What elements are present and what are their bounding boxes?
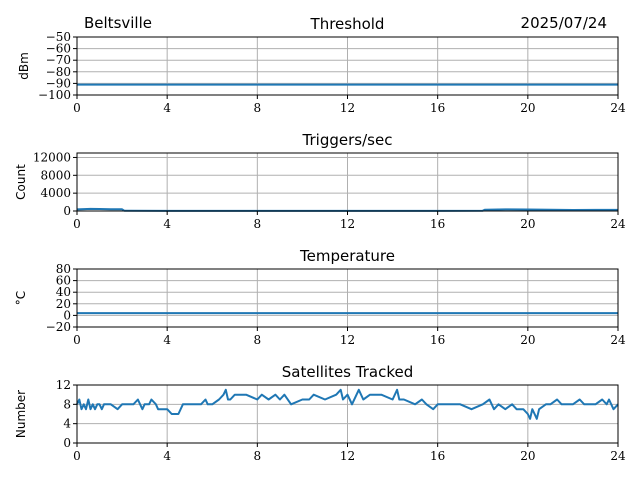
triggers-sec-panel: 0 4 8 12 16 20 24 0 4000 8000 12000 Triggers/sec Cou… [14, 131, 626, 231]
threshold-y-tick-label: −100 [38, 88, 71, 102]
temperature-x-tick-label: 4 [163, 333, 171, 347]
threshold-x-tick-label: 20 [520, 101, 535, 115]
temperature-x-tick-label: 20 [520, 333, 535, 347]
threshold-x-tick-label: 16 [430, 101, 445, 115]
triggers-sec-title: Triggers/sec [302, 131, 393, 149]
satellites-tracked-x-tick-label: 12 [340, 449, 355, 463]
triggers-sec-y-tick-label: 8000 [40, 168, 71, 182]
threshold-y-tick-label: −60 [46, 42, 71, 56]
threshold-y-tick-label: −90 [46, 76, 71, 90]
triggers-sec-x-tick-label: 8 [254, 217, 262, 231]
satellites-tracked-x-tick-label: 4 [163, 449, 171, 463]
threshold-y-tick-label: −80 [46, 65, 71, 79]
threshold-x-tick-label: 0 [73, 101, 81, 115]
triggers-sec-x-tick-label: 0 [73, 217, 81, 231]
triggers-sec-x-tick-label: 4 [163, 217, 171, 231]
satellites-tracked-x-tick-label: 0 [73, 449, 81, 463]
satellites-tracked-panel: 0 4 8 12 16 20 24 0 4 8 12 Satellites Tracked Number [14, 363, 626, 463]
temperature-x-tick-label: 0 [73, 333, 81, 347]
temperature-y-axis-label: °C [14, 291, 28, 305]
chart-panels: 0 4 8 12 16 20 24 −100−90−80−70−60−50 Threshold d… [14, 15, 626, 463]
satellites-tracked-y-tick-label: 0 [63, 436, 71, 450]
satellites-tracked-series-line [76, 388, 619, 420]
threshold-x-tick-label: 12 [340, 101, 355, 115]
threshold-x-tick-label: 24 [610, 101, 626, 115]
temperature-x-tick-label: 16 [430, 333, 445, 347]
satellites-tracked-title: Satellites Tracked [282, 363, 413, 381]
threshold-x-tick-label: 4 [163, 101, 171, 115]
temperature-y-tick-label: −20 [46, 320, 71, 334]
triggers-sec-x-tick-label: 24 [610, 217, 626, 231]
triggers-sec-y-tick-label: 4000 [40, 186, 71, 200]
triggers-sec-y-tick-label: 0 [63, 204, 71, 218]
triggers-sec-x-tick-label: 20 [520, 217, 535, 231]
triggers-sec-y-axis-label: Count [14, 164, 28, 200]
satellites-tracked-x-tick-label: 16 [430, 449, 445, 463]
station-name: Beltsville [84, 14, 152, 32]
triggers-sec-y-tick-label: 12000 [33, 150, 71, 164]
threshold-panel: 0 4 8 12 16 20 24 −100−90−80−70−60−50 Threshold d… [17, 15, 626, 115]
temperature-title: Temperature [299, 247, 395, 265]
threshold-title: Threshold [310, 15, 385, 33]
temperature-y-tick-label: 80 [56, 262, 71, 276]
triggers-sec-x-tick-label: 16 [430, 217, 445, 231]
satellites-tracked-y-tick-label: 8 [63, 397, 71, 411]
satellites-tracked-y-axis-label: Number [14, 390, 28, 438]
satellites-tracked-x-tick-label: 24 [610, 449, 626, 463]
satellites-tracked-y-tick-label: 4 [63, 417, 71, 431]
threshold-y-tick-label: −50 [46, 30, 71, 44]
temperature-x-tick-label: 24 [610, 333, 626, 347]
satellites-tracked-x-tick-label: 20 [520, 449, 535, 463]
threshold-x-tick-label: 8 [254, 101, 262, 115]
temperature-y-tick-label: 0 [63, 308, 71, 322]
threshold-y-tick-label: −70 [46, 53, 71, 67]
satellites-tracked-x-tick-label: 8 [254, 449, 262, 463]
triggers-sec-x-tick-label: 12 [340, 217, 355, 231]
temperature-y-tick-label: 40 [56, 285, 71, 299]
temperature-x-tick-label: 8 [254, 333, 262, 347]
temperature-y-tick-label: 20 [56, 297, 71, 311]
temperature-x-tick-label: 12 [340, 333, 355, 347]
satellites-tracked-y-tick-label: 12 [56, 378, 71, 392]
threshold-y-axis-label: dBm [17, 52, 31, 80]
temperature-y-tick-label: 60 [56, 274, 71, 288]
observation-date: 2025/07/24 [521, 14, 607, 32]
